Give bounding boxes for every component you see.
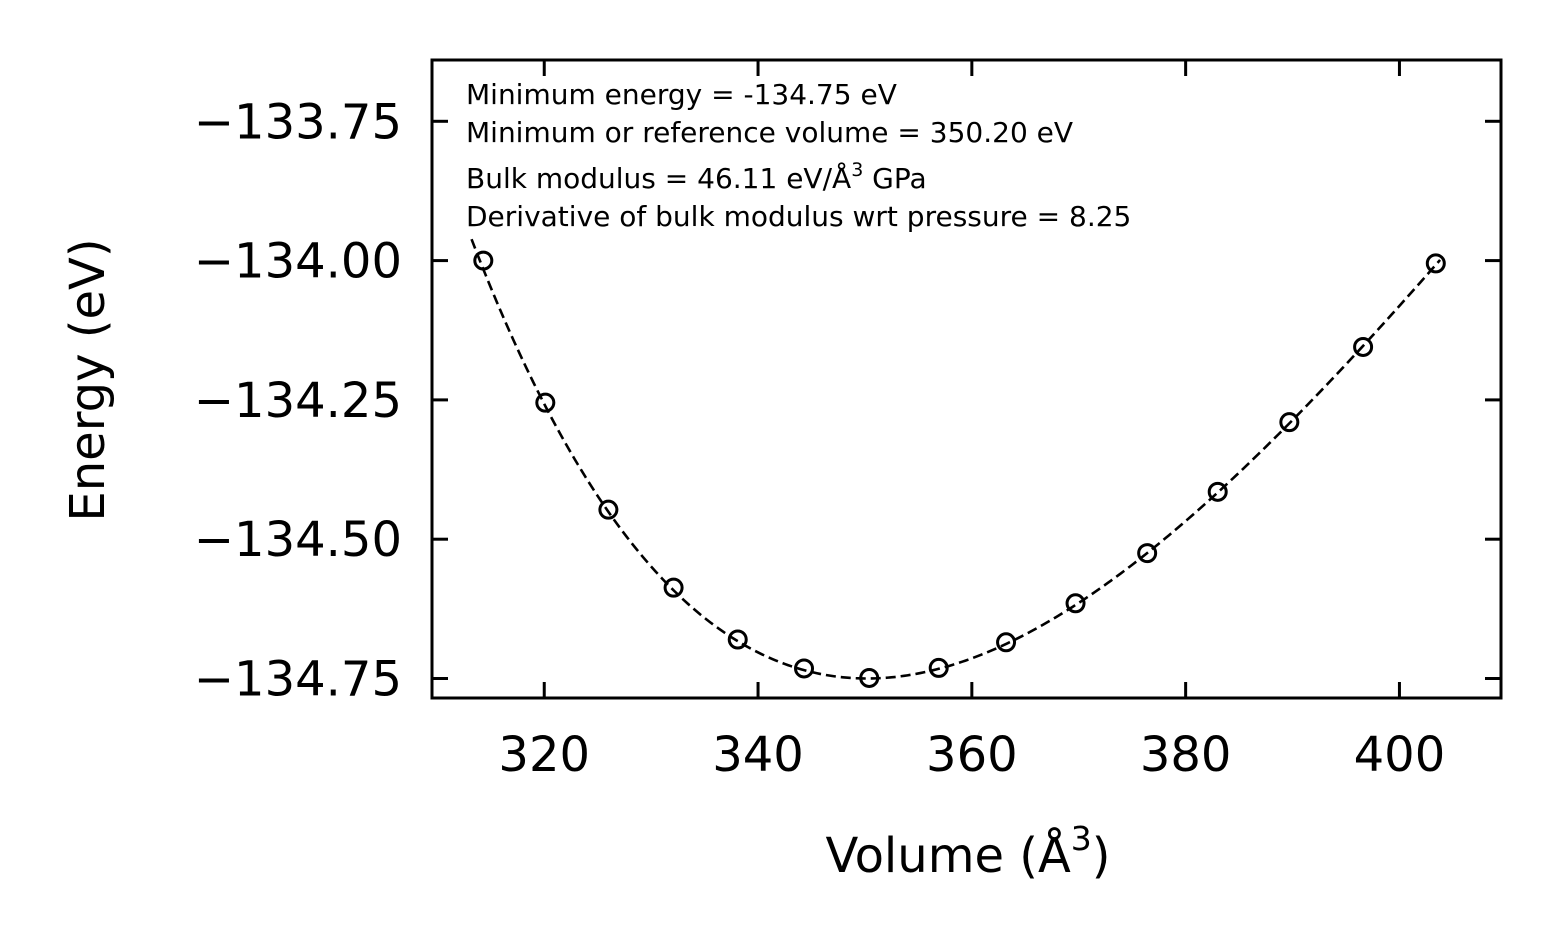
- x-tick-label: 340: [712, 727, 804, 783]
- data-point: [598, 499, 619, 520]
- data-point: [535, 392, 556, 413]
- plot-frame: [430, 58, 1503, 700]
- x-tick-label: 400: [1354, 727, 1446, 783]
- data-point: [928, 657, 949, 678]
- data-point: [663, 577, 684, 598]
- y-axis-title: Energy (eV): [60, 238, 116, 521]
- x-axis-title-end: ): [1092, 828, 1111, 884]
- x-axis-title-sup: 3: [1071, 819, 1092, 858]
- annotation-min-volume: Minimum or reference volume = 350.20 eV: [466, 116, 1073, 149]
- annotation-min-energy: Minimum energy = -134.75 eV: [466, 78, 897, 111]
- x-axis-title: Volume (Å3): [825, 819, 1110, 884]
- fit-curve: [470, 238, 1442, 680]
- annotation-bulk-modulus-derivative: Derivative of bulk modulus wrt pressure …: [466, 200, 1131, 233]
- y-tick-label: −133.75: [194, 94, 402, 150]
- x-tick-label: 380: [1140, 727, 1232, 783]
- y-tick-label: −134.00: [194, 234, 402, 290]
- ticks-layer: 320 340 360 380 400 −133.75 −134.00 −134.25 −134…: [194, 60, 1501, 783]
- data-point: [794, 658, 815, 679]
- data-point: [1353, 336, 1374, 357]
- y-tick-label: −134.25: [194, 373, 402, 429]
- data-point: [1207, 481, 1228, 502]
- data-point: [1279, 412, 1300, 433]
- annotation-bulk-modulus: Bulk modulus = 46.11 eV/Å3 GPa: [466, 159, 927, 195]
- annotation-bulk-modulus-main: Bulk modulus = 46.11 eV/Å: [466, 161, 851, 195]
- y-tick-label: −134.50: [194, 512, 402, 568]
- data-points-layer: [473, 250, 1446, 688]
- data-point: [473, 250, 494, 271]
- data-point: [859, 667, 880, 688]
- x-tick-label: 320: [498, 727, 590, 783]
- data-point: [1425, 253, 1446, 274]
- data-point: [727, 629, 748, 650]
- x-tick-label: 360: [926, 727, 1018, 783]
- data-point: [1137, 543, 1158, 564]
- fit-curve-layer: [470, 238, 1442, 680]
- annotation-bulk-modulus-sup: 3: [851, 159, 863, 181]
- y-tick-label: −134.75: [194, 651, 402, 707]
- annotation-bulk-modulus-end: GPa: [863, 162, 926, 195]
- x-axis-title-main: Volume (Å: [825, 827, 1071, 884]
- data-point: [996, 632, 1017, 653]
- data-point: [1065, 593, 1086, 614]
